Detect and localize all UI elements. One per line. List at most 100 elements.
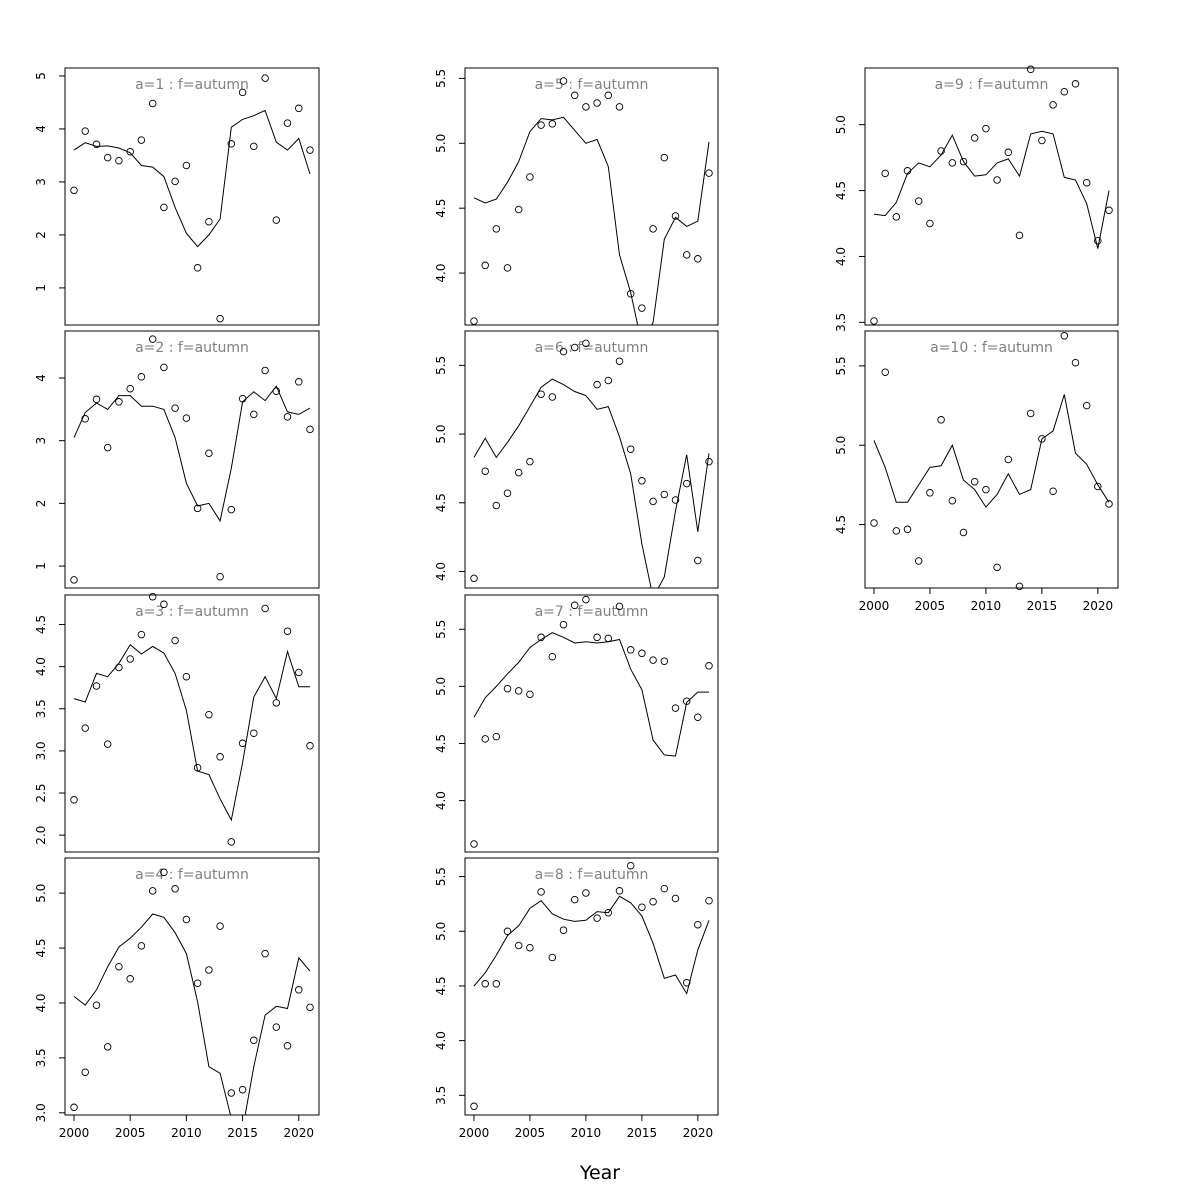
observed-point [694,556,702,565]
observed-point [126,147,134,156]
y-tick-label: 5.5 [434,69,448,88]
observed-point [182,161,191,170]
panel-frame [64,67,320,326]
observed-point [272,387,281,395]
observed-point [671,894,680,903]
observed-point [993,563,1001,572]
observed-point [1105,206,1113,215]
observed-point [937,416,945,424]
y-tick-label: 4 [34,125,48,133]
observed-point [682,978,691,987]
y-tick-label: 4.5 [434,976,448,995]
observed-point [470,317,478,325]
panel-frame [464,330,719,589]
observed-point [160,868,168,877]
observed-point [272,699,281,707]
observed-point [937,147,945,155]
observed-point [526,457,534,466]
observed-point [227,838,236,846]
panel-frame [464,857,719,1116]
observed-point [193,979,202,987]
observed-point [227,1089,236,1097]
observed-point [295,104,303,113]
observed-point [660,657,669,665]
observed-point [1026,65,1035,74]
panel-10: a=10 : f=autumn 4.5 5.0 5.5 2000 2005 2010 2015… [834,330,1119,613]
observed-point [193,763,202,772]
panel-title: a=10 : f=autumn [930,340,1053,356]
observed-point [115,398,123,406]
y-tick-label: 3 [34,178,48,186]
panel-frame [864,67,1119,326]
panel-title: a=3 : f=autumn [135,604,249,620]
observed-point [870,317,878,325]
observed-point [638,903,646,911]
observed-point [481,735,489,743]
observed-point [615,887,624,895]
observed-point [503,264,512,272]
observed-point [514,687,523,695]
observed-point [126,384,134,393]
fitted-series-line [873,130,1110,249]
observed-point [492,732,501,741]
observed-point [604,376,613,385]
observed-point [238,739,247,748]
observed-point [103,1043,112,1051]
panel-title: a=9 : f=autumn [935,77,1049,93]
observed-point [514,941,523,950]
y-tick-label: 4.0 [834,247,848,266]
y-tick-label: 5.5 [434,620,448,639]
fitted-series-line [73,913,311,1115]
y-tick-label: 5.0 [434,425,448,444]
observed-point [582,889,590,897]
x-tick-label: 2005 [115,1126,146,1140]
observed-point [638,304,646,312]
x-tick-label: 2000 [59,1126,90,1140]
observed-point [1060,332,1069,340]
y-tick-label: 2 [34,231,48,239]
observed-point [903,525,912,534]
observed-point [537,390,545,398]
panel-4: a=4 : f=autumn 3.0 3.5 4.0 4.5 5.0 2000 2005 201… [34,857,320,1140]
observed-point [914,197,923,205]
observed-point [182,414,191,422]
observed-point [148,99,157,108]
observed-point [1026,409,1035,418]
y-tick-label: 2.0 [34,826,48,845]
observed-point [649,497,657,506]
observed-point [548,393,557,401]
observed-point [926,489,934,497]
observed-point [559,620,568,629]
observed-point [205,966,213,974]
observed-point [671,496,680,504]
observed-point [660,153,669,162]
observed-point [1082,401,1091,410]
observed-point [526,690,534,699]
y-tick-label: 5.0 [834,115,848,134]
observed-point [548,120,557,128]
observed-point [182,915,191,924]
observed-point [1082,178,1091,187]
observed-point [283,627,292,635]
observed-point [216,922,224,930]
observed-point [559,926,568,934]
observed-point [694,255,702,263]
observed-point [238,1085,247,1094]
observed-point [1015,231,1024,240]
observed-point [1094,482,1102,491]
y-tick-label: 4.0 [434,264,448,283]
observed-point [115,962,123,971]
observed-point [272,216,281,224]
y-tick-label: 5.0 [834,436,848,455]
x-tick-label: 2015 [627,1126,658,1140]
observed-point [570,91,579,100]
observed-point [492,501,501,510]
y-tick-label: 3.5 [34,1048,48,1067]
observed-point [470,574,478,583]
y-tick-label: 5.0 [434,922,448,941]
observed-point [705,457,713,466]
panel-frame [464,594,719,853]
panel-frame [464,67,719,326]
observed-point [1049,487,1057,495]
